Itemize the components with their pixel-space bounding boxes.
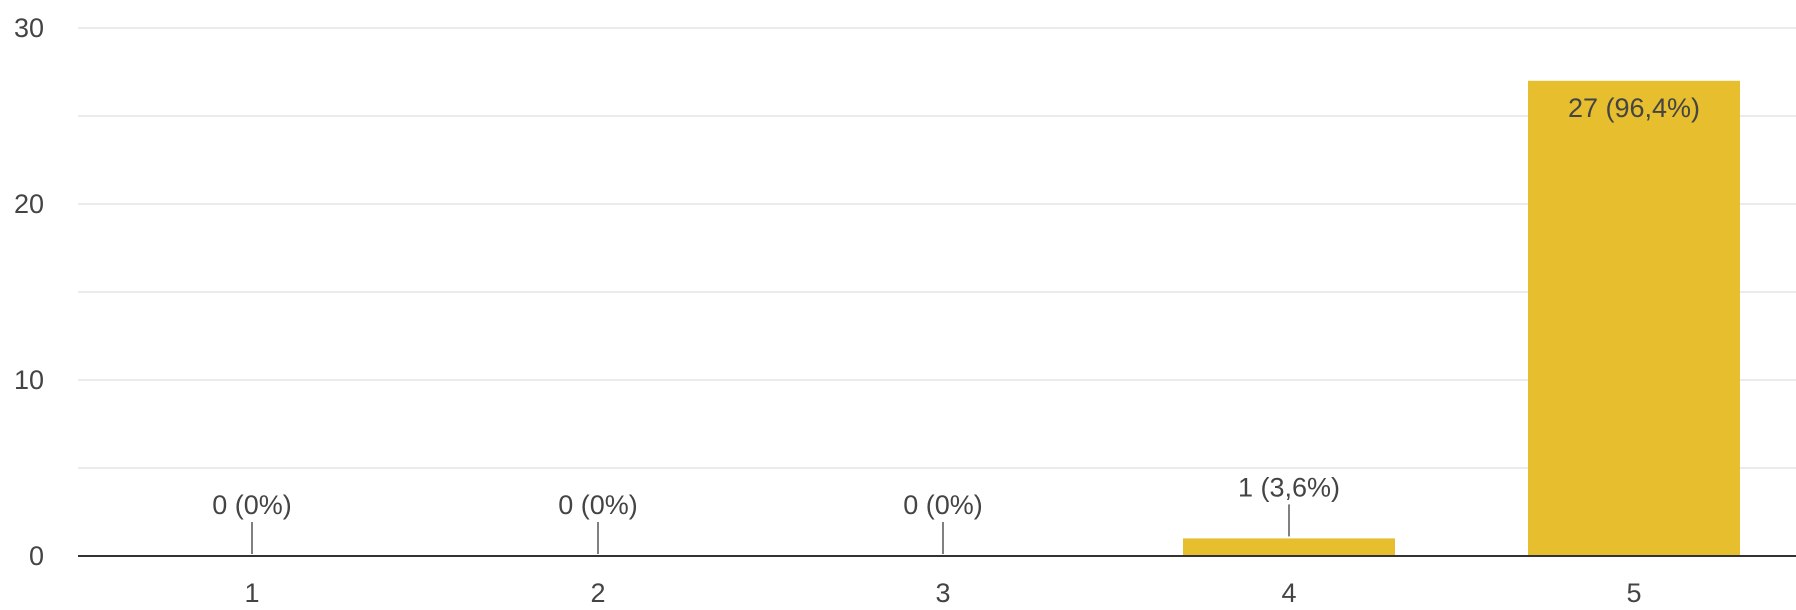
- data-labels: 0 (0%) 0 (0%) 0 (0%) 1 (3,6%) 27 (96,4%): [212, 93, 1700, 554]
- data-label-3: 0 (0%): [903, 490, 983, 520]
- data-label-5: 27 (96,4%): [1568, 93, 1700, 123]
- gridlines: [78, 27, 1796, 469]
- y-tick-label: 0: [29, 541, 44, 571]
- data-label-4: 1 (3,6%): [1238, 472, 1340, 502]
- bar-5: [1528, 80, 1740, 557]
- y-tick-label: 30: [14, 13, 44, 43]
- data-label-1: 0 (0%): [212, 490, 292, 520]
- x-tick-label-3: 3: [935, 578, 950, 608]
- bar-4: [1183, 538, 1395, 556]
- y-tick-label: 20: [14, 189, 44, 219]
- x-tick-label-1: 1: [244, 578, 259, 608]
- bars: [1183, 80, 1740, 557]
- x-axis: 1 2 3 4 5: [244, 578, 1641, 608]
- x-tick-label-2: 2: [590, 578, 605, 608]
- x-tick-label-4: 4: [1281, 578, 1296, 608]
- y-axis: 0 10 20 30: [14, 13, 44, 571]
- data-label-2: 0 (0%): [558, 490, 638, 520]
- y-tick-label: 10: [14, 365, 44, 395]
- x-tick-label-5: 5: [1626, 578, 1641, 608]
